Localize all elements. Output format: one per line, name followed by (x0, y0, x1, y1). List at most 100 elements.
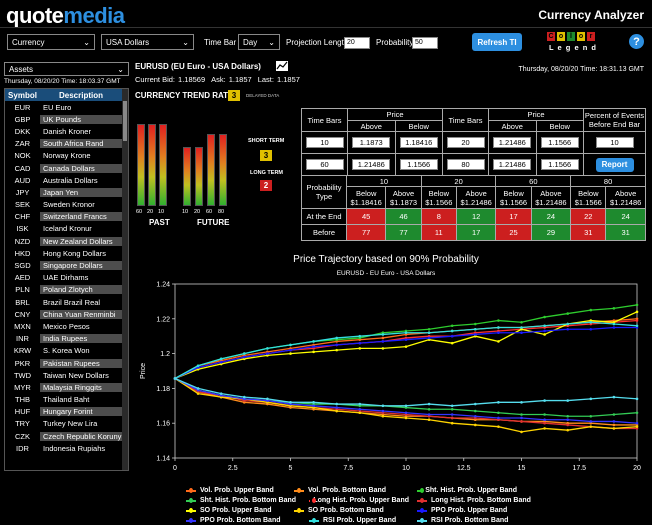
above-input[interactable]: 1.21486 (493, 137, 532, 148)
trend-title: CURRENCY TREND RATE (135, 91, 234, 100)
currency-symbol: CHF (14, 212, 31, 222)
currency-row-brl[interactable]: BRL Brazil Brazil Real (5, 296, 128, 308)
currency-row-sgd[interactable]: SGD Singapore Dollars (5, 259, 128, 271)
currency-row-mxn[interactable]: MXN Mexico Pesos (5, 320, 128, 332)
currency-row-pkr[interactable]: PKR Pakistan Rupees (5, 357, 128, 369)
below-input[interactable]: 1.1566 (540, 137, 579, 148)
color-legend-button[interactable]: C o l o r (547, 32, 595, 41)
refresh-ti-button[interactable]: Refresh TI (472, 33, 522, 51)
legend-item[interactable]: SO Prob. Upper Band (186, 507, 286, 514)
currency-row-dkk[interactable]: DKK Danish Kroner (5, 125, 128, 137)
currency-row-aed[interactable]: AED UAE Dirhams (5, 272, 128, 284)
legend-item[interactable]: PPO Prob. Bottom Band (186, 517, 301, 524)
currency-row-gbp[interactable]: GBP UK Pounds (5, 113, 128, 125)
legend-label: PPO Prob. Upper Band (431, 507, 508, 514)
last-label: Last: (257, 75, 274, 84)
bars-input[interactable]: 80 (446, 159, 485, 170)
percent-input[interactable]: 10 (595, 137, 634, 148)
below-input[interactable]: 1.1566 (399, 159, 438, 170)
prob-subhead: Below $1.1566 (570, 186, 607, 209)
currency-row-huf[interactable]: HUF Hungary Forint (5, 406, 128, 418)
current-bid-label: Current Bid: (135, 75, 176, 84)
currency-row-czk[interactable]: CZK Czech Republic Koruny (5, 430, 128, 442)
currency-row-pln[interactable]: PLN Poland Zlotych (5, 284, 128, 296)
legend-label: Vol. Prob. Upper Band (200, 487, 274, 494)
above-input[interactable]: 1.21486 (493, 159, 532, 170)
currency-row-try[interactable]: TRY Turkey New Lira (5, 418, 128, 430)
legend-item[interactable]: Long Hist. Prob. Upper Band (309, 497, 409, 504)
below-input[interactable]: 1.1566 (540, 159, 579, 170)
series-point (497, 326, 500, 329)
color-letter-o2: o (577, 32, 585, 41)
series-point (381, 414, 385, 418)
help-icon[interactable]: ? (629, 34, 644, 49)
h-percent: Percent of Events Before End Bar (583, 108, 646, 132)
currency-row-sek[interactable]: SEK Sweden Kronor (5, 199, 128, 211)
legend-marker (420, 488, 424, 493)
chart-icon[interactable] (276, 61, 288, 71)
below-input[interactable]: 1.18416 (399, 137, 438, 148)
currency-row-zar[interactable]: ZAR South Africa Rand (5, 138, 128, 150)
legend-item[interactable]: SO Prob. Bottom Band (294, 507, 409, 514)
legend-marker (420, 518, 424, 523)
time-bar-select[interactable]: Day ⌄ (238, 34, 280, 50)
legend-item[interactable]: PPO Prob. Upper Band (417, 507, 517, 514)
series-point (612, 420, 616, 423)
time-bar-label: Time Bar (204, 38, 237, 47)
legend-item[interactable]: Vol. Prob. Bottom Band (294, 487, 409, 494)
assets-select[interactable]: Assets ⌄ (4, 62, 129, 76)
legend-item[interactable]: RSI Prob. Upper Band (309, 517, 409, 524)
scrollbar-thumb[interactable] (123, 101, 127, 141)
bars-input[interactable]: 60 (305, 159, 344, 170)
legend-item[interactable]: Long Hist. Prob. Bottom Band (417, 497, 532, 504)
legend-item[interactable]: Sht. Hist. Prob. Bottom Band (186, 497, 301, 504)
currency-symbol: PLN (15, 285, 30, 295)
currency-row-myr[interactable]: MYR Malaysia Ringgits (5, 381, 128, 393)
category-select[interactable]: Currency ⌄ (7, 34, 95, 50)
currency-row-isk[interactable]: ISK Iceland Kronur (5, 223, 128, 235)
above-input[interactable]: 1.1873 (352, 137, 391, 148)
currency-row-jpy[interactable]: JPY Japan Yen (5, 186, 128, 198)
series-point (612, 307, 616, 310)
currency-symbol: TWD (13, 370, 32, 380)
currency-description: Pakistan Rupees (40, 358, 122, 368)
currency-description: Japan Yen (40, 187, 122, 197)
chevron-down-icon: ⌄ (83, 37, 90, 47)
currency-row-aud[interactable]: AUD Australia Dollars (5, 174, 128, 186)
prob-value-cell: 77 (345, 224, 387, 241)
probability-input[interactable]: 50 (412, 37, 438, 49)
currency-select[interactable]: USA Dollars ⌄ (101, 34, 194, 50)
series-point (612, 413, 616, 416)
currency-row-thb[interactable]: THB Thailand Baht (5, 394, 128, 406)
legend-item[interactable]: Sht. Hist. Prob. Upper Band (417, 487, 517, 494)
currency-row-nzd[interactable]: NZD New Zealand Dollars (5, 235, 128, 247)
series-point (497, 425, 500, 428)
currency-description: Norway Krone (43, 151, 91, 161)
above-input[interactable]: 1.21486 (352, 159, 391, 170)
legend-swatch (186, 518, 196, 523)
currency-row-cny[interactable]: CNY China Yuan Renminbi (5, 308, 128, 320)
bars-input[interactable]: 20 (446, 137, 485, 148)
bars-input[interactable]: 10 (305, 137, 344, 148)
legend-item[interactable]: RSI Prob. Bottom Band (417, 517, 532, 524)
group-header: 80 (570, 175, 646, 187)
currency-row-eur[interactable]: EUR EU Euro (5, 101, 128, 113)
report-button[interactable]: Report (595, 157, 634, 172)
y-tick-label: 1.16 (156, 421, 170, 428)
currency-row-twd[interactable]: TWD Taiwan New Dollars (5, 369, 128, 381)
sidebar-scrollbar[interactable] (122, 89, 128, 470)
prob-subhead: Above $1.1873 (385, 186, 422, 209)
currency-row-idr[interactable]: IDR Indonesia Rupiahs (5, 442, 128, 454)
currency-symbol: NOK (14, 151, 31, 161)
currency-row-chf[interactable]: CHF Switzerland Francs (5, 211, 128, 223)
currency-row-krw[interactable]: KRW S. Korea Won (5, 345, 128, 357)
currency-row-nok[interactable]: NOK Norway Krone (5, 150, 128, 162)
legend-item[interactable]: Vol. Prob. Upper Band (186, 487, 286, 494)
currency-row-hkd[interactable]: HKD Hong Kong Dollars (5, 247, 128, 259)
currency-description: Brazil Brazil Real (43, 297, 101, 307)
legend-marker (297, 508, 301, 513)
currency-row-inr[interactable]: INR India Rupees (5, 333, 128, 345)
projection-length-input[interactable]: 20 (344, 37, 370, 49)
currency-row-cad[interactable]: CAD Canada Dollars (5, 162, 128, 174)
series-point (566, 322, 569, 326)
